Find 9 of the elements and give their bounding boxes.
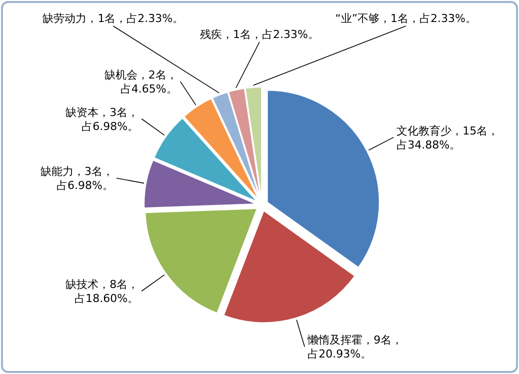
slice-label: 缺劳动力，1名，占2.33%。 bbox=[42, 12, 184, 25]
slice-label: 缺能力，3名，占6.98%。 bbox=[40, 165, 114, 192]
slice-label: 残疾，1名，占2.33%。 bbox=[200, 28, 319, 41]
slice-label: 文化教育少，15名，占34.88%。 bbox=[396, 124, 499, 152]
slice-label: 缺资本，3名，占6.98%。 bbox=[66, 106, 139, 133]
slice-label: 缺机会，2名，占4.65%。 bbox=[104, 68, 178, 96]
slice-label: 缺技术，8名，占18.60%。 bbox=[66, 278, 139, 306]
slice-label: “业”不够，1名，占2.33%。 bbox=[335, 12, 477, 25]
slice-label: 懒惰及挥霍，9名，占20.93%。 bbox=[306, 334, 403, 361]
